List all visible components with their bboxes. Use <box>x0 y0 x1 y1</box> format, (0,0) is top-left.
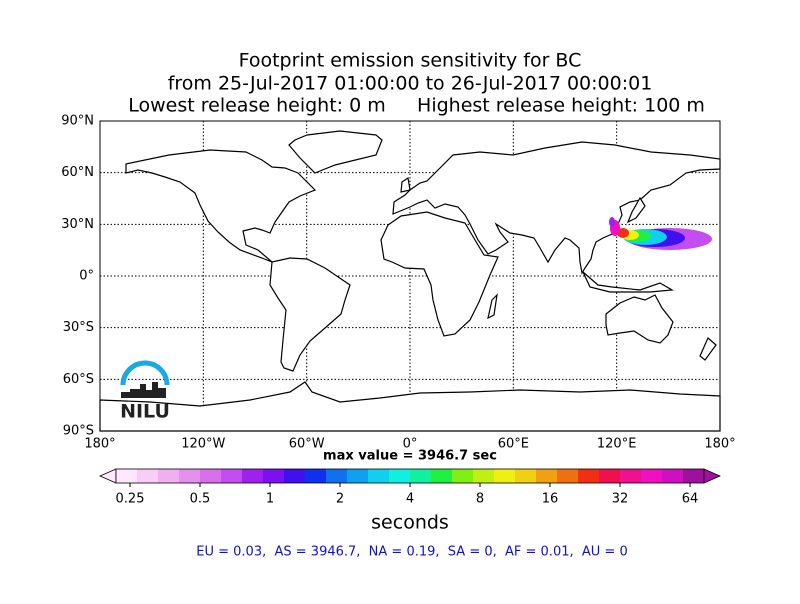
colorbar-segment <box>557 469 579 483</box>
max-value: max value = 3946.7 sec <box>323 449 497 464</box>
colorbar-segment <box>662 469 684 483</box>
colorbar-segment <box>284 469 306 483</box>
lon-tick-label: 180° <box>84 437 115 452</box>
indonesia <box>582 271 674 293</box>
lat-tick-label: 90°N <box>61 114 94 129</box>
colorbar-segment <box>473 469 495 483</box>
colorbar-segment <box>578 469 600 483</box>
colorbar-segment <box>347 469 369 483</box>
lat-tick-label: 30°S <box>63 320 94 335</box>
logo-text: NILU <box>120 401 170 423</box>
colorbar-tick-label: 32 <box>612 492 629 507</box>
lat-tick-label: 90°S <box>63 424 94 439</box>
colorbar: 0.25 0.5 1 2 4 8 16 32 64 <box>99 468 721 507</box>
colorbar-segment <box>326 469 348 483</box>
colorbar-segment <box>200 469 222 483</box>
plume-contour <box>609 217 615 227</box>
lat-tick-label: 30°N <box>61 217 94 232</box>
title-line: Footprint emission sensitivity for BC <box>239 50 582 72</box>
colorbar-segment <box>305 469 327 483</box>
map-frame <box>99 120 721 432</box>
colorbar-segment <box>221 469 243 483</box>
madagascar <box>487 293 498 320</box>
lon-tick-label: 0° <box>403 437 418 452</box>
lon-tick-label: 180° <box>704 437 735 452</box>
colorbar-segment <box>158 469 180 483</box>
africa <box>380 211 499 337</box>
colorbar-tick-label: 2 <box>336 492 344 507</box>
region-stats: EU = 0.03, AS = 3946.7, NA = 0.19, SA = … <box>196 545 627 560</box>
japan <box>626 196 646 224</box>
colorbar-segment <box>620 469 642 483</box>
lon-tick-label: 120°E <box>597 437 637 452</box>
nilu-logo: NILU <box>120 360 170 423</box>
logo-skyline <box>121 382 166 398</box>
colorbar-segment <box>389 469 411 483</box>
lon-tick-label: 60°E <box>498 437 529 452</box>
britain <box>400 176 411 193</box>
release-highest: Highest release height: 100 m <box>417 95 705 117</box>
lon-tick-label: 120°W <box>181 437 225 452</box>
title-line: from 25-Jul-2017 01:00:00 to 26-Jul-2017… <box>168 73 653 95</box>
north-america <box>125 149 317 263</box>
colorbar-segment <box>410 469 432 483</box>
lat-tick-label: 60°S <box>63 372 94 387</box>
colorbar-segment <box>536 469 558 483</box>
lon-tick-label: 60°W <box>289 437 325 452</box>
colorbar-label: seconds <box>371 512 449 534</box>
colorbar-segment <box>431 469 453 483</box>
logo-arc <box>120 360 170 386</box>
south-america <box>269 257 351 372</box>
colorbar-tick-label: 4 <box>406 492 414 507</box>
australia <box>605 294 674 344</box>
colorbar-segment <box>242 469 264 483</box>
colorbar-segment <box>368 469 390 483</box>
colorbar-segment <box>137 469 159 483</box>
colorbar-tick-label: 0.5 <box>190 492 211 507</box>
map: NILU <box>99 120 721 432</box>
colorbar-tick-label: 0.25 <box>116 492 145 507</box>
colorbar-tick-label: 64 <box>682 492 699 507</box>
colorbar-tick-label: 16 <box>542 492 559 507</box>
lat-tick-label: 60°N <box>61 165 94 180</box>
new-zealand <box>699 337 717 361</box>
colorbar-segment <box>452 469 474 483</box>
colorbar-segment <box>263 469 285 483</box>
greenland <box>288 130 383 174</box>
colorbar-segment <box>494 469 516 483</box>
lat-tick-label: 0° <box>79 269 94 284</box>
colorbar-segment <box>515 469 537 483</box>
colorbar-segment <box>641 469 663 483</box>
eurasia <box>392 141 721 275</box>
colorbar-segment <box>683 469 705 483</box>
colorbar-segment <box>116 469 138 483</box>
coastlines <box>99 130 721 432</box>
plume-contour <box>617 228 629 238</box>
release-lowest: Lowest release height: 0 m <box>128 95 385 117</box>
colorbar-tick-label: 8 <box>476 492 484 507</box>
colorbar-segment <box>599 469 621 483</box>
colorbar-tick-label: 1 <box>266 492 274 507</box>
colorbar-segment <box>179 469 201 483</box>
emission-plume <box>609 217 712 250</box>
